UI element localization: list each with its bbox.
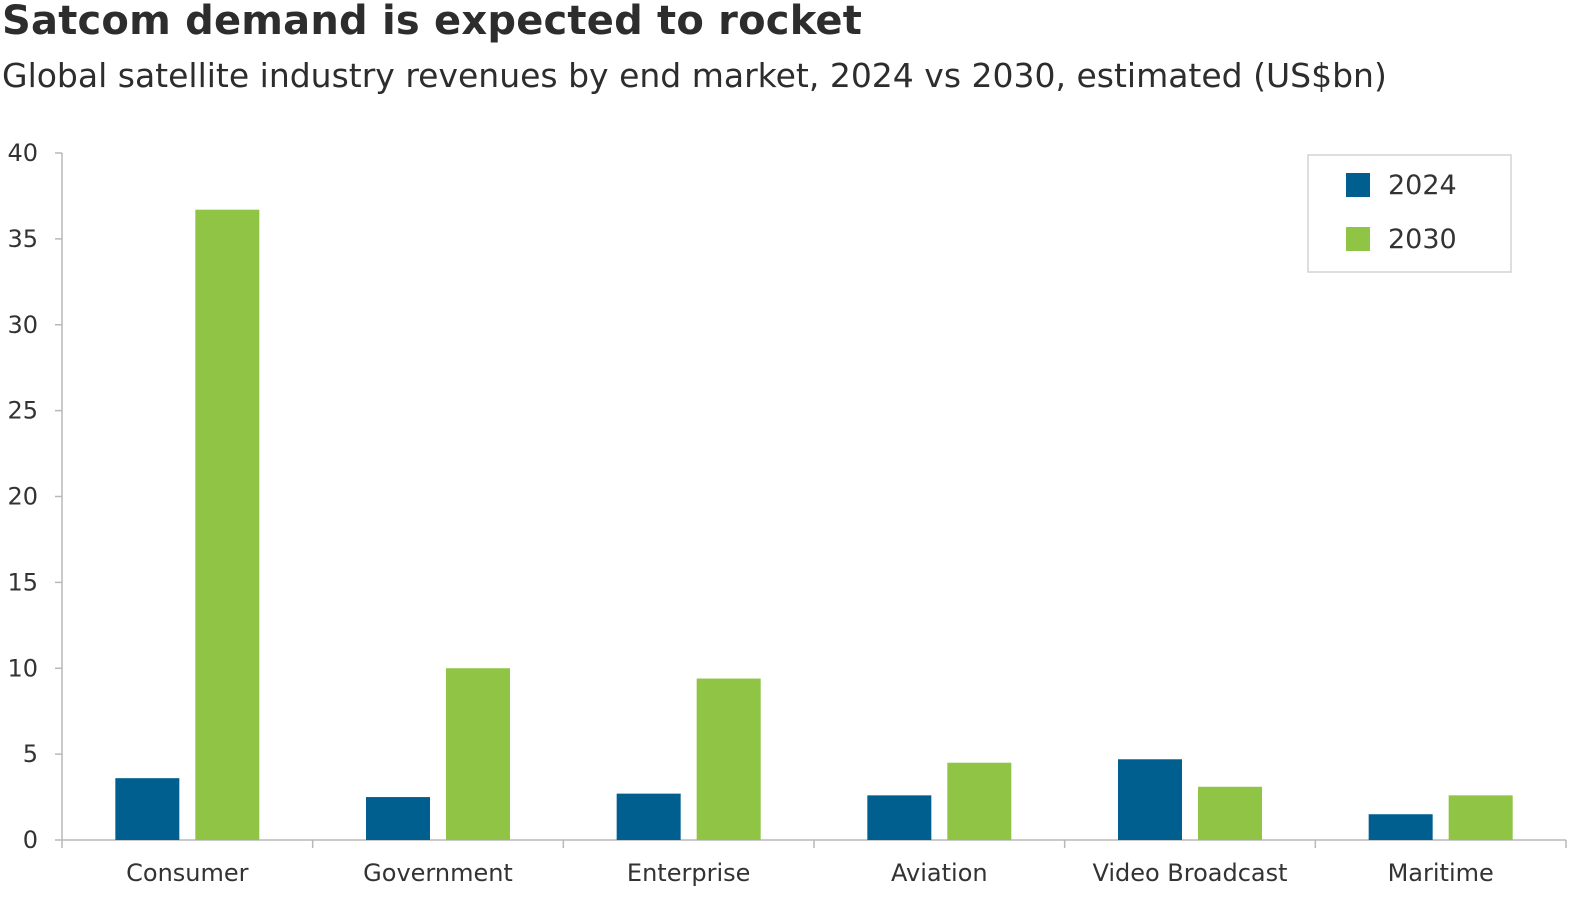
- bar-2024-enterprise: [616, 793, 681, 840]
- chart-legend: 2024 2030: [1307, 154, 1512, 273]
- bar-2030-enterprise: [696, 678, 761, 840]
- bar-2030-video-broadcast: [1198, 786, 1262, 840]
- bar-2024-government: [366, 797, 430, 840]
- legend-swatch-2030: [1346, 227, 1370, 251]
- category-label: Aviation: [891, 859, 988, 887]
- category-label: Enterprise: [627, 859, 750, 887]
- y-tick-label: 0: [23, 826, 38, 854]
- legend-swatch-2024: [1346, 173, 1370, 197]
- legend-label-2024: 2024: [1388, 170, 1457, 201]
- category-label: Consumer: [126, 859, 249, 887]
- chart-title: Satcom demand is expected to rocket: [2, 0, 863, 44]
- bar-2030-maritime: [1448, 795, 1513, 840]
- chart-axes: 0 5 10 15 20 25 30 35 40: [7, 139, 1567, 854]
- bar-2024-consumer: [115, 778, 180, 840]
- bar-2024-maritime: [1368, 814, 1433, 840]
- bar-2030-consumer: [195, 209, 260, 841]
- chart-subtitle: Global satellite industry revenues by en…: [2, 56, 1387, 95]
- y-tick-label: 25: [7, 397, 38, 425]
- bar-2030-government: [446, 668, 510, 840]
- category-label: Government: [363, 859, 513, 887]
- legend-frame: [1307, 154, 1512, 273]
- y-tick-label: 35: [7, 225, 38, 253]
- y-tick-label: 20: [7, 483, 38, 511]
- y-tick-label: 30: [7, 311, 38, 339]
- category-labels: Consumer Government Enterprise Aviation Vide…: [126, 859, 1494, 887]
- chart-bars: [115, 209, 1513, 841]
- legend-label-2030: 2030: [1388, 224, 1457, 255]
- y-tick-label: 15: [7, 568, 38, 596]
- category-label: Maritime: [1388, 859, 1494, 887]
- y-tick-label: 5: [23, 740, 38, 768]
- category-label: Video Broadcast: [1092, 859, 1287, 887]
- bar-2024-aviation: [867, 795, 932, 840]
- y-tick-label: 10: [7, 654, 38, 682]
- bar-2030-aviation: [947, 762, 1012, 840]
- bar-2024-video-broadcast: [1118, 759, 1182, 840]
- y-tick-label: 40: [7, 139, 38, 167]
